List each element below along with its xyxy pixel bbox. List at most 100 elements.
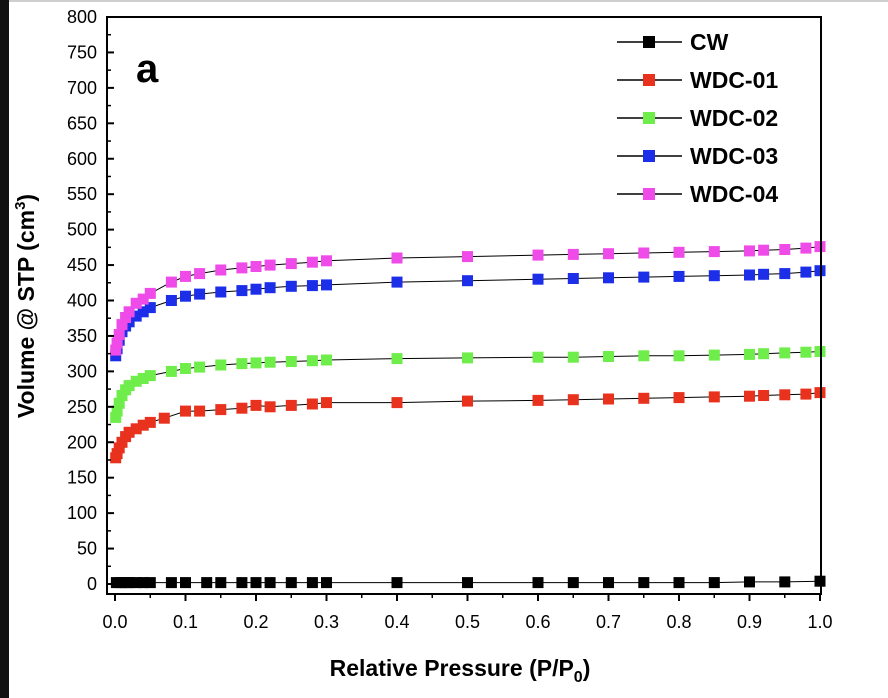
data-point	[567, 351, 579, 363]
data-point	[215, 264, 227, 276]
data-point	[123, 577, 135, 589]
series-wdc-04	[110, 241, 826, 356]
data-point	[603, 393, 614, 405]
data-point	[306, 398, 318, 410]
data-point	[391, 353, 403, 365]
y-tick-label: 400	[67, 291, 97, 311]
x-axis-label: Relative Pressure (P/P0)	[330, 655, 591, 686]
data-point	[264, 356, 276, 368]
data-point	[144, 302, 156, 314]
y-axis-label-superscript: 3	[12, 202, 29, 210]
data-point	[321, 354, 332, 366]
data-point	[708, 577, 720, 589]
legend-marker	[643, 188, 655, 200]
data-point	[306, 355, 318, 367]
legend-marker	[643, 36, 655, 48]
data-point	[567, 577, 579, 589]
data-point	[250, 399, 262, 411]
data-point	[603, 248, 614, 260]
x-tick-label: 0.3	[314, 612, 339, 632]
data-point	[673, 577, 685, 589]
data-point	[180, 405, 191, 417]
legend: CW WDC-01 WDC-02 WDC-03 WDC-04	[617, 29, 778, 207]
legend-item: WDC-03	[617, 143, 778, 169]
legend-label: CW	[690, 29, 729, 55]
data-point	[758, 390, 770, 401]
data-point	[638, 247, 650, 259]
data-point	[285, 399, 297, 411]
data-point	[603, 351, 614, 362]
data-point	[130, 577, 142, 589]
legend-item: WDC-02	[617, 105, 778, 131]
data-point	[113, 397, 125, 409]
x-tick-label: 1.0	[807, 612, 832, 632]
data-point	[306, 256, 318, 268]
data-point	[144, 287, 156, 299]
data-point	[532, 394, 544, 406]
data-point	[638, 350, 650, 362]
data-point	[215, 286, 227, 298]
data-point	[264, 577, 276, 589]
data-point	[800, 388, 812, 400]
data-point	[180, 363, 191, 374]
legend-label: WDC-04	[690, 181, 778, 207]
data-point	[306, 280, 318, 292]
y-tick-label: 550	[67, 184, 97, 204]
data-point	[116, 390, 128, 401]
y-tick-label: 450	[67, 255, 97, 275]
y-tick-label: 750	[67, 42, 97, 62]
data-point	[391, 397, 403, 409]
top-window-edge	[9, 0, 888, 2]
data-point	[800, 266, 812, 278]
data-point	[236, 577, 248, 589]
data-point	[321, 577, 332, 589]
data-point	[130, 297, 142, 309]
data-point	[165, 365, 177, 377]
data-point	[130, 423, 142, 435]
data-point	[264, 401, 276, 413]
x-tick-label: 0.4	[384, 612, 409, 632]
data-point	[215, 359, 227, 371]
data-point	[144, 416, 156, 428]
data-point	[116, 319, 128, 331]
data-point	[180, 577, 191, 589]
data-point	[123, 380, 135, 392]
data-point	[165, 276, 177, 288]
data-point	[567, 394, 579, 406]
data-point	[264, 282, 276, 294]
data-point	[165, 295, 177, 306]
x-tick-label: 0.2	[243, 612, 268, 632]
data-point	[116, 436, 128, 448]
legend-item: WDC-01	[617, 67, 778, 93]
data-point	[236, 262, 248, 274]
x-tick-label: 0.9	[737, 612, 762, 632]
legend-item: CW	[617, 29, 729, 55]
data-point	[744, 576, 755, 588]
data-point	[180, 270, 191, 282]
legend-item: WDC-04	[617, 181, 778, 207]
data-point	[779, 576, 791, 588]
data-point	[391, 252, 403, 264]
legend-marker	[643, 112, 655, 124]
data-point	[567, 248, 579, 260]
data-point	[113, 442, 125, 454]
data-point	[137, 419, 149, 431]
data-point	[111, 337, 123, 349]
data-point	[462, 395, 473, 407]
data-point	[758, 348, 770, 360]
series-wdc-02	[110, 346, 826, 423]
y-tick-label: 350	[67, 326, 97, 346]
y-tick-label: 500	[67, 220, 97, 240]
data-point	[708, 349, 720, 361]
data-point	[165, 577, 177, 589]
y-tick-label: 0	[87, 574, 97, 594]
data-point	[250, 357, 262, 369]
data-point	[321, 279, 332, 291]
x-tick-label: 0.6	[525, 612, 550, 632]
data-point	[532, 577, 544, 589]
data-point	[779, 389, 791, 401]
data-point	[603, 272, 614, 284]
data-point	[285, 356, 297, 367]
legend-marker	[643, 150, 655, 162]
